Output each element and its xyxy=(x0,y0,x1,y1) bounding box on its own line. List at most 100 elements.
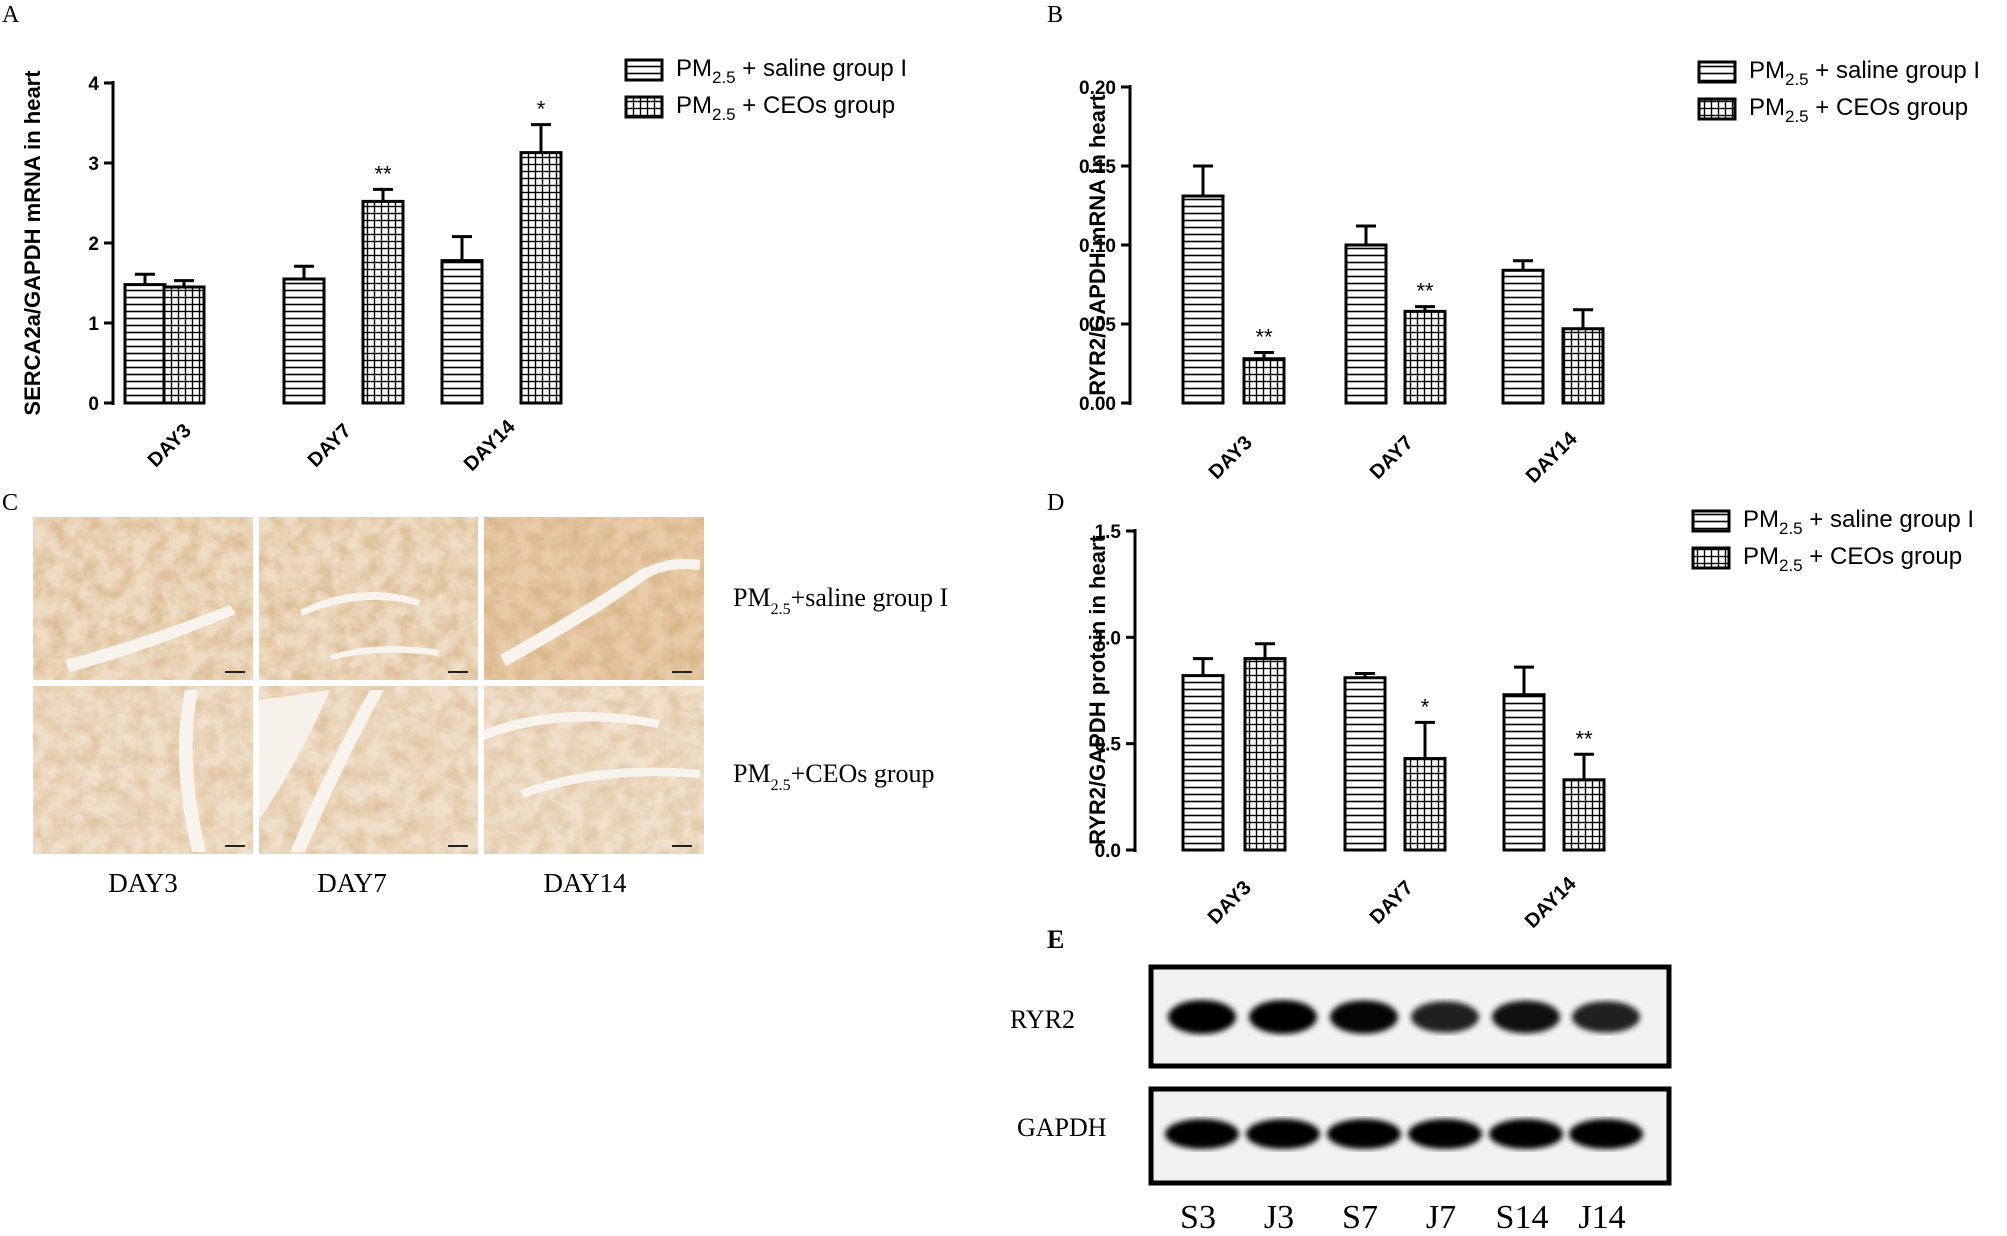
ryr2-band xyxy=(1330,1000,1398,1034)
y-tick-label: 0.00 xyxy=(1079,394,1116,415)
bar xyxy=(1181,194,1225,405)
histology-col-label-day7: DAY7 xyxy=(317,868,387,898)
micrograph-ceos-day14 xyxy=(484,686,704,854)
ryr2-band xyxy=(1411,1001,1479,1033)
ryr2-band xyxy=(1168,1000,1236,1034)
lane-label: S3 xyxy=(1180,1199,1216,1236)
ryr2-band xyxy=(1572,1001,1640,1033)
gapdh-band xyxy=(1165,1119,1239,1149)
gapdh-band xyxy=(1569,1119,1643,1149)
legend-swatch xyxy=(1691,509,1731,533)
gapdh-band xyxy=(1408,1119,1482,1149)
legend-label-sub: 2.5 xyxy=(1779,556,1803,575)
bar xyxy=(1344,243,1388,405)
bar xyxy=(519,151,563,405)
row-label-sub: 2.5 xyxy=(771,777,791,794)
row-label-rest: +saline group I xyxy=(791,583,949,612)
legend-swatch xyxy=(624,58,664,82)
x-tick-label: DAY3 xyxy=(1204,877,1256,929)
legend-swatch xyxy=(624,95,664,119)
legend-label-sub: 2.5 xyxy=(1785,70,1809,89)
micrograph-ceos-day7 xyxy=(259,686,478,854)
row-label-rest: +CEOs group xyxy=(791,759,935,788)
legend-label-main: PM xyxy=(676,92,712,119)
legend-label: PM2.5 + saline group I xyxy=(676,55,907,87)
x-tick-label: DAY14 xyxy=(460,415,520,475)
legend-label: PM2.5 + CEOs group xyxy=(676,92,895,124)
row-label-main: PM xyxy=(733,583,771,612)
legend-label: PM2.5 + CEOs group xyxy=(1749,94,1968,126)
ryr2-band xyxy=(1492,1000,1560,1034)
y-tick-label: 0.5 xyxy=(1095,735,1122,756)
y-tick-label: 0.15 xyxy=(1079,157,1116,178)
y-tick-label: 1.0 xyxy=(1095,628,1121,649)
bar xyxy=(1403,309,1447,405)
legend-label-rest: + saline group I xyxy=(736,55,907,82)
bar xyxy=(282,277,326,405)
x-tick-label: DAY14 xyxy=(1522,427,1582,487)
legend-swatch xyxy=(1697,97,1737,121)
lane-labels: S3 J3 S7 J7 S14 J14 xyxy=(1180,1199,1626,1236)
y-tick-label: 2 xyxy=(88,234,99,255)
y-tick-label: 0.0 xyxy=(1095,841,1121,862)
panel-letter-e: E xyxy=(1047,925,1064,954)
y-tick-label: 0 xyxy=(88,394,99,415)
legend-label-main: PM xyxy=(1743,543,1779,570)
bar xyxy=(1403,757,1447,852)
y-axis-label: RYR2/GAPDH protein in heart xyxy=(1085,534,1110,844)
panel-letter-b: B xyxy=(1047,2,1063,28)
y-tick-label: 0.20 xyxy=(1079,78,1116,99)
micrograph-saline-day3 xyxy=(33,517,253,680)
histology-col-label-day3: DAY3 xyxy=(108,868,178,898)
significance-label: ** xyxy=(374,161,392,186)
x-tick-label: DAY7 xyxy=(304,420,356,472)
x-tick-label: DAY3 xyxy=(1205,432,1257,484)
western-blot-panel: RYR2 GAPDH S3 J3 S7 J7 S14 J14 xyxy=(1010,964,1672,1236)
legend-label-rest: + saline group I xyxy=(1803,506,1974,533)
lane-label: J14 xyxy=(1578,1199,1625,1236)
micrograph-saline-day14 xyxy=(484,517,704,680)
gapdh-band xyxy=(1246,1119,1320,1149)
x-tick-label: DAY14 xyxy=(1521,872,1581,932)
legend-swatch xyxy=(1697,60,1737,84)
x-tick-label: DAY7 xyxy=(1366,877,1418,929)
legend-label-sub: 2.5 xyxy=(1779,519,1803,538)
y-tick-label: 0.05 xyxy=(1079,315,1116,336)
y-tick-label: 1 xyxy=(88,314,99,335)
y-tick-label: 4 xyxy=(88,74,99,95)
legend-label-rest: + CEOs group xyxy=(736,92,895,119)
legend-label-main: PM xyxy=(1749,94,1785,121)
gapdh-bands xyxy=(1165,1119,1643,1149)
histology-row-label-saline: PM2.5+saline group I xyxy=(733,583,948,618)
bar xyxy=(1562,778,1606,852)
legend-label-main: PM xyxy=(1749,57,1785,84)
bar xyxy=(162,285,206,405)
legend-label-sub: 2.5 xyxy=(712,105,736,124)
row-label-sub: 2.5 xyxy=(771,601,791,618)
significance-label: ** xyxy=(1255,324,1273,349)
bar xyxy=(1243,657,1287,852)
histology-row-label-ceos: PM2.5+CEOs group xyxy=(733,759,935,794)
y-tick-label: 0.10 xyxy=(1079,236,1116,257)
bar xyxy=(1242,357,1286,405)
micrograph-saline-day7 xyxy=(259,517,478,680)
ryr2-band xyxy=(1249,1000,1317,1034)
bar xyxy=(1502,693,1546,852)
lane-label: S14 xyxy=(1496,1199,1549,1236)
bar xyxy=(440,259,484,405)
histology-col-label-day14: DAY14 xyxy=(543,868,627,898)
legend-label-main: PM xyxy=(676,55,712,82)
panel-letter-c: C xyxy=(2,490,18,516)
blot-label-gapdh: GAPDH xyxy=(1017,1113,1107,1142)
significance-label: * xyxy=(1421,694,1430,719)
legend-label: PM2.5 + saline group I xyxy=(1749,57,1980,89)
lane-label: J7 xyxy=(1426,1199,1456,1236)
legend-label-rest: + CEOs group xyxy=(1803,543,1962,570)
gapdh-band xyxy=(1489,1119,1563,1149)
row-label-main: PM xyxy=(733,759,771,788)
bar xyxy=(361,199,405,405)
bar xyxy=(1181,674,1225,852)
